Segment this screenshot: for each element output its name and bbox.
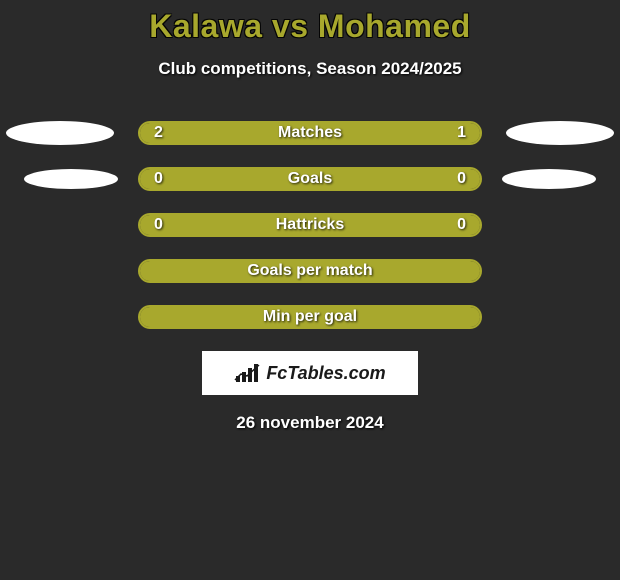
stat-row: Min per goal bbox=[0, 305, 620, 329]
stat-bar: Goals per match bbox=[138, 259, 482, 283]
stats-list: 21Matches 00Goals 00Hattricks Goals per mat… bbox=[0, 121, 620, 329]
stat-bar: 00Hattricks bbox=[138, 213, 482, 237]
player-marker-right bbox=[506, 121, 614, 145]
stat-label: Min per goal bbox=[140, 307, 480, 327]
bar-chart-icon bbox=[234, 362, 262, 384]
player-marker-left bbox=[6, 121, 114, 145]
stat-bar: 21Matches bbox=[138, 121, 482, 145]
stat-bar: 00Goals bbox=[138, 167, 482, 191]
stat-row: Goals per match bbox=[0, 259, 620, 283]
stat-row: 00Goals bbox=[0, 167, 620, 191]
stat-row: 21Matches bbox=[0, 121, 620, 145]
stat-label: Matches bbox=[140, 123, 480, 143]
logo-text: FcTables.com bbox=[266, 363, 385, 384]
player-marker-right bbox=[502, 169, 596, 189]
stat-label: Hattricks bbox=[140, 215, 480, 235]
page-subtitle: Club competitions, Season 2024/2025 bbox=[0, 59, 620, 79]
logo: FcTables.com bbox=[234, 362, 385, 384]
page-title: Kalawa vs Mohamed bbox=[0, 8, 620, 45]
stat-row: 00Hattricks bbox=[0, 213, 620, 237]
player-marker-left bbox=[24, 169, 118, 189]
logo-box: FcTables.com bbox=[202, 351, 418, 395]
stat-label: Goals per match bbox=[140, 261, 480, 281]
date-line: 26 november 2024 bbox=[0, 413, 620, 433]
comparison-infographic: Kalawa vs Mohamed Club competitions, Sea… bbox=[0, 0, 620, 433]
stat-label: Goals bbox=[140, 169, 480, 189]
stat-bar: Min per goal bbox=[138, 305, 482, 329]
